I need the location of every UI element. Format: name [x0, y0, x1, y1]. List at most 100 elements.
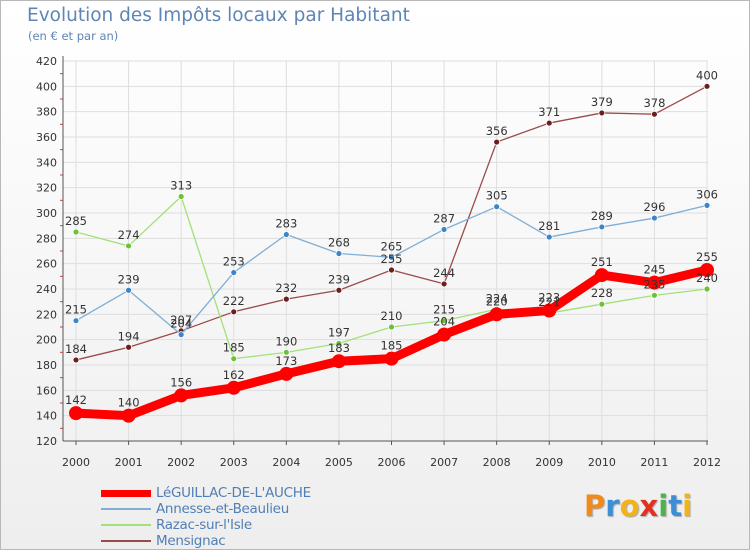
- point-series-1-2008: [493, 203, 501, 211]
- data-label-series-2-2006: 210: [381, 309, 403, 323]
- data-label-series-0-2008: 220: [486, 294, 508, 308]
- data-label-series-1-2008: 305: [486, 189, 508, 203]
- point-series-0-2001: [121, 408, 136, 423]
- point-series-0-2008: [489, 307, 504, 322]
- legend-label-series-1: Annesse-et-Beaulieu: [156, 501, 289, 517]
- data-label-series-0-2001: 140: [118, 396, 140, 410]
- data-label-series-3-2004: 232: [275, 281, 297, 295]
- point-series-3-2004: [282, 295, 290, 303]
- y-tick-label-260: 260: [36, 258, 57, 271]
- data-label-series-2-2004: 190: [275, 334, 297, 348]
- data-label-series-1-2011: 296: [643, 200, 665, 214]
- data-label-series-2-2003: 185: [223, 341, 245, 355]
- data-label-series-0-2010: 251: [591, 255, 613, 269]
- point-series-1-2002: [177, 331, 185, 339]
- logo-letter-2: o: [619, 489, 640, 523]
- data-label-series-0-2007: 204: [433, 315, 455, 329]
- data-label-series-3-2012: 400: [696, 68, 718, 82]
- point-series-2-2005: [335, 340, 343, 347]
- point-series-2-2003: [230, 355, 238, 363]
- data-label-series-2-2005: 197: [328, 325, 350, 339]
- point-series-1-2006: [388, 253, 395, 261]
- data-label-series-1-2001: 239: [118, 272, 140, 286]
- data-label-series-0-2002: 156: [170, 375, 192, 389]
- y-tick-label-160: 160: [36, 384, 57, 397]
- x-tick-label-2008: 2008: [483, 456, 511, 469]
- point-series-3-2009: [545, 119, 553, 127]
- chart-title: Evolution des Impôts locaux par Habitant: [27, 5, 410, 26]
- point-series-2-2001: [125, 242, 132, 250]
- data-label-series-3-2006: 255: [381, 252, 403, 266]
- data-label-series-3-2005: 239: [328, 272, 350, 286]
- point-series-0-2010: [594, 268, 609, 283]
- point-series-3-2011: [651, 110, 658, 118]
- point-series-1-2004: [282, 231, 290, 238]
- point-series-0-2011: [647, 275, 662, 290]
- data-label-series-0-2012: 255: [696, 250, 718, 264]
- point-series-0-2005: [331, 354, 346, 369]
- logo-letter-3: x: [639, 489, 659, 523]
- data-label-series-2-2007: 215: [433, 303, 455, 317]
- data-label-series-3-2008: 356: [486, 124, 508, 138]
- data-label-series-3-2002: 207: [170, 313, 192, 327]
- x-tick-label-2010: 2010: [588, 456, 616, 469]
- y-tick-label-400: 400: [36, 80, 57, 93]
- x-tick-label-2009: 2009: [535, 456, 563, 469]
- point-series-1-2009: [545, 233, 553, 241]
- data-label-series-1-2003: 253: [223, 255, 245, 269]
- x-tick-label-2005: 2005: [325, 456, 353, 469]
- data-label-series-0-2000: 142: [65, 393, 87, 407]
- legend-swatch-series-3: [101, 540, 151, 542]
- data-label-series-0-2006: 185: [381, 339, 403, 353]
- point-series-2-2012: [703, 285, 711, 293]
- y-tick-label-420: 420: [36, 55, 57, 68]
- point-series-3-2000: [72, 356, 80, 364]
- legend-label-series-2: Razac-sur-l'Isle: [156, 517, 252, 533]
- y-tick-label-360: 360: [36, 131, 57, 144]
- x-tick-label-2002: 2002: [167, 456, 195, 469]
- data-label-series-1-2010: 289: [591, 209, 613, 223]
- data-label-series-0-2004: 173: [275, 354, 297, 368]
- data-label-series-2-2010: 228: [591, 286, 613, 300]
- point-series-0-2006: [384, 351, 399, 366]
- data-label-series-1-2009: 281: [538, 219, 560, 233]
- y-tick-label-200: 200: [36, 334, 57, 347]
- x-tick-label-2007: 2007: [430, 456, 458, 469]
- data-label-series-1-2005: 268: [328, 236, 350, 250]
- point-series-1-2012: [703, 201, 711, 209]
- data-label-series-1-2002: 204: [170, 317, 192, 331]
- point-series-0-2003: [226, 380, 241, 395]
- data-label-series-3-2009: 371: [538, 105, 560, 119]
- data-label-series-2-2009: 221: [538, 295, 560, 309]
- y-tick-label-240: 240: [36, 283, 57, 296]
- point-series-3-2012: [703, 82, 711, 90]
- data-label-series-1-2007: 287: [433, 211, 455, 225]
- point-series-2-2010: [598, 300, 606, 308]
- point-series-2-2002: [177, 193, 185, 200]
- y-tick-label-280: 280: [36, 232, 57, 245]
- point-series-3-2003: [230, 308, 238, 316]
- point-series-0-2009: [542, 303, 557, 318]
- point-series-2-2011: [651, 291, 658, 299]
- point-series-3-2005: [335, 286, 343, 294]
- data-label-series-0-2011: 245: [643, 263, 665, 277]
- y-tick-label-140: 140: [36, 410, 57, 423]
- logo-letter-6: i: [682, 489, 693, 523]
- x-tick-label-2012: 2012: [693, 456, 721, 469]
- point-series-1-2011: [651, 214, 658, 222]
- y-tick-label-220: 220: [36, 308, 57, 321]
- data-label-series-3-2011: 378: [643, 96, 665, 110]
- x-tick-label-2003: 2003: [220, 456, 248, 469]
- point-series-3-2006: [388, 266, 395, 274]
- x-tick-label-2011: 2011: [640, 456, 668, 469]
- data-label-series-3-2010: 379: [591, 95, 613, 109]
- data-label-series-3-2003: 222: [223, 294, 245, 308]
- point-series-3-2008: [493, 138, 501, 146]
- data-label-series-1-2004: 283: [275, 217, 297, 231]
- legend-label-series-0: LéGUILLAC-DE-L'AUCHE: [156, 485, 311, 501]
- data-label-series-3-2001: 194: [118, 329, 140, 343]
- y-tick-label-380: 380: [36, 106, 57, 119]
- data-label-series-3-2000: 184: [65, 342, 87, 356]
- legend-label-series-3: Mensignac: [156, 533, 226, 549]
